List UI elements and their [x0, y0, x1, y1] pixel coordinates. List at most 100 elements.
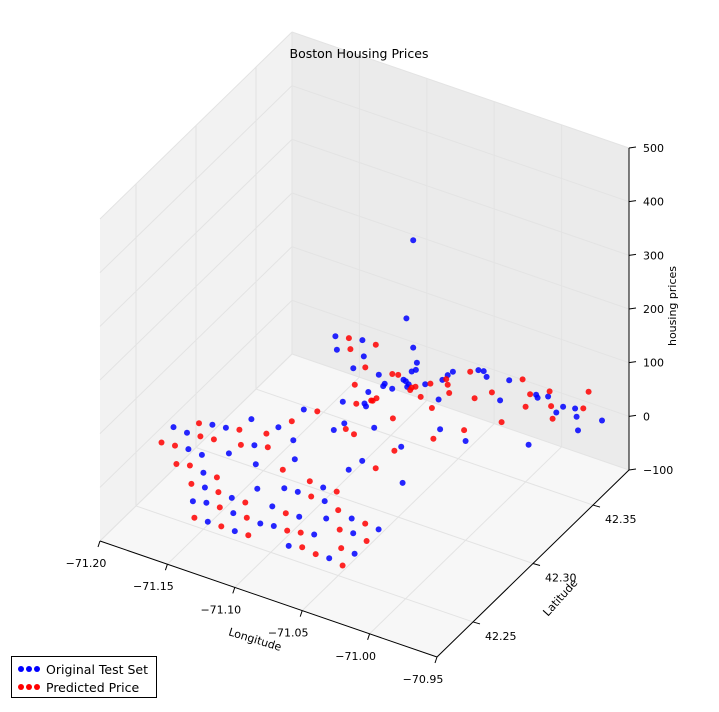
grid-floor-y [255, 388, 594, 506]
point-predicted [519, 376, 526, 383]
point-original [341, 420, 348, 427]
grid-back-z [291, 192, 630, 310]
point-original [359, 457, 366, 464]
point-original [399, 479, 406, 486]
point-predicted [243, 514, 250, 521]
axis-ticks: −71.20 −71.15 −71.10 −71.05 −71.00 −70.95 42.2… [66, 142, 674, 686]
legend-label-original: Original Test Set [46, 661, 149, 677]
legend-marker-blue [18, 666, 40, 672]
point-predicted [417, 393, 424, 400]
point-predicted [342, 426, 349, 432]
grid-back-z [291, 138, 630, 256]
point-predicted [345, 335, 352, 342]
point-original [281, 485, 288, 492]
point-original [311, 531, 318, 538]
point-predicted [196, 420, 202, 427]
point-original [230, 510, 237, 517]
point-original [573, 413, 580, 420]
grid-back-z [291, 353, 630, 471]
point-predicted [585, 388, 592, 395]
point-original [525, 441, 532, 448]
point-predicted [216, 504, 223, 511]
point-original [257, 520, 264, 527]
point-predicted [363, 538, 370, 544]
z-tick-label: 500 [643, 142, 664, 155]
point-predicted [389, 415, 396, 422]
point-predicted [282, 510, 289, 517]
point-original [410, 237, 417, 244]
point-predicted [236, 426, 243, 433]
point-predicted [351, 431, 357, 438]
grid-back-z [291, 299, 630, 417]
point-original [497, 397, 504, 404]
point-predicted [218, 523, 225, 530]
point-predicted [412, 383, 419, 390]
point-original [572, 405, 579, 412]
x-tick [367, 633, 371, 640]
point-original [332, 333, 339, 340]
grid-floor-y [135, 505, 474, 623]
x-tick-label: −71.20 [66, 557, 107, 570]
point-predicted [407, 387, 414, 393]
grid-left-z [99, 31, 293, 220]
point-original [290, 437, 297, 444]
point-predicted [391, 447, 398, 454]
point-predicted [245, 532, 252, 539]
point-predicted [314, 408, 321, 415]
point-original [248, 416, 255, 423]
point-predicted [288, 418, 295, 425]
grid-left-z [99, 85, 293, 274]
point-original [462, 438, 469, 444]
point-original [201, 484, 208, 491]
point-predicted [488, 389, 495, 396]
x-tick-label: −71.10 [200, 603, 241, 616]
grid-left-z [99, 138, 293, 327]
point-original [323, 515, 330, 522]
z-axis-title: housing prices [666, 266, 679, 346]
point-predicted [546, 388, 553, 395]
point-original [560, 403, 567, 410]
point-original [198, 451, 205, 458]
point-original [435, 396, 442, 403]
point-original [170, 424, 177, 431]
axis-panes [100, 32, 629, 657]
point-predicted [427, 380, 434, 387]
point-original [359, 337, 366, 344]
point-predicted [279, 466, 286, 473]
point-original [291, 456, 298, 463]
point-predicted [215, 489, 222, 496]
x-tick [434, 656, 438, 664]
point-original [360, 353, 367, 360]
y-tick-label: 42.35 [605, 513, 637, 526]
point-original [375, 371, 382, 378]
point-predicted [471, 395, 478, 402]
legend: Original Test Set Predicted Price [11, 656, 157, 698]
point-original [330, 427, 337, 433]
point-original [533, 391, 540, 398]
point-predicted [362, 364, 369, 371]
point-original [203, 499, 210, 506]
point-predicted [395, 371, 402, 378]
point-predicted [549, 415, 556, 422]
point-original [231, 528, 238, 535]
point-predicted [213, 474, 220, 481]
point-predicted [306, 478, 313, 485]
z-tick-label: 100 [643, 357, 664, 370]
point-predicted [444, 381, 451, 388]
point-original [380, 383, 387, 390]
point-original [285, 542, 292, 549]
point-original [402, 378, 409, 385]
point-original [269, 503, 276, 510]
point-original [333, 346, 340, 353]
z-tick-label: 300 [643, 249, 664, 262]
point-original [348, 515, 355, 522]
z-tick-label: 200 [643, 303, 664, 316]
point-predicted [353, 400, 360, 407]
x-tick-label: −71.00 [335, 650, 376, 663]
point-original [254, 485, 261, 492]
legend-item-predicted: Predicted Price [18, 678, 139, 696]
point-predicted [188, 480, 195, 487]
point-original [320, 484, 327, 491]
point-original [350, 365, 357, 372]
